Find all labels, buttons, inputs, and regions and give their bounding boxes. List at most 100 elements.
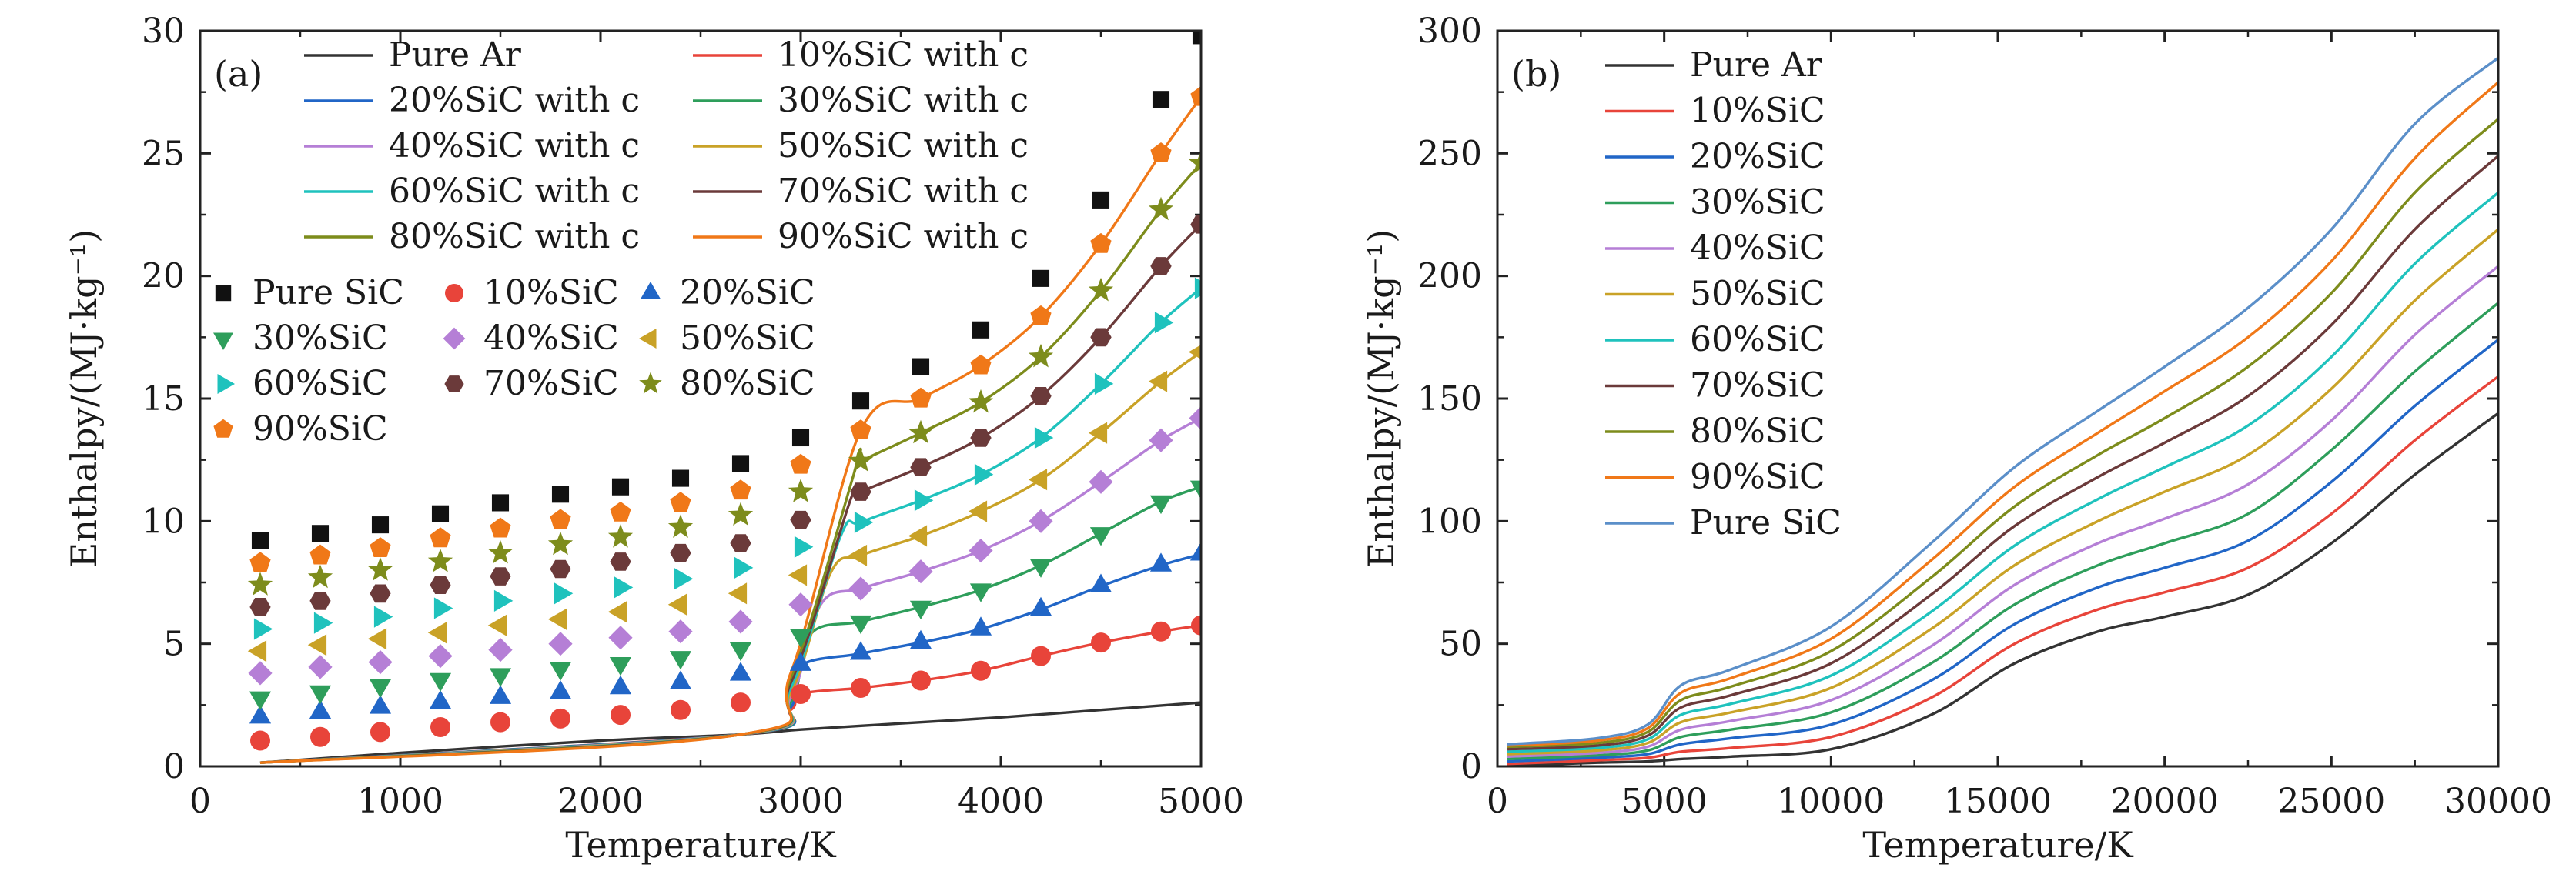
- axes: 0 5000 10000 15000 20000 25000 30000 0 50 100 150 2…: [1360, 12, 2552, 866]
- data-point: [308, 655, 332, 679]
- y-tick-label: 30: [142, 12, 185, 51]
- data-point: [548, 632, 572, 656]
- data-point: [490, 518, 510, 538]
- data-point: [910, 388, 931, 408]
- data-point: [309, 686, 331, 704]
- legend-marker-swatch: [444, 375, 463, 392]
- data-point: [249, 552, 270, 572]
- data-point: [1150, 142, 1171, 162]
- x-tick-label: 2000: [557, 782, 644, 821]
- data-point: [552, 486, 569, 502]
- series-line-70-sic: [1507, 156, 2498, 749]
- data-point: [1029, 509, 1052, 533]
- data-point: [674, 568, 693, 589]
- data-point: [908, 525, 927, 546]
- data-point: [670, 544, 691, 562]
- data-point: [970, 429, 991, 447]
- plot-frame: [1497, 31, 2498, 766]
- data-point: [848, 576, 872, 600]
- data-point: [850, 482, 871, 501]
- data-point: [730, 662, 751, 680]
- data-point: [908, 420, 933, 444]
- data-point: [370, 722, 390, 742]
- data-point: [1153, 91, 1169, 108]
- data-point: [788, 479, 813, 502]
- y-tick-label: 200: [1417, 257, 1482, 296]
- y-tick-label: 300: [1417, 12, 1482, 51]
- data-point: [490, 668, 511, 686]
- legend-label: 40%SiC: [483, 319, 619, 358]
- scatter-series-20-sic: [249, 542, 1212, 723]
- data-point: [254, 619, 273, 640]
- legend-label: 60%SiC with c: [389, 172, 640, 211]
- legend-label: 20%SiC with c: [389, 81, 640, 120]
- data-point: [910, 458, 931, 476]
- legend-label: 50%SiC: [680, 319, 815, 358]
- x-tick-label: 1000: [357, 782, 443, 821]
- legend-label: 80%SiC: [1690, 412, 1825, 451]
- data-point: [248, 572, 273, 596]
- y-tick-label: 25: [142, 134, 185, 173]
- data-point: [912, 359, 929, 375]
- scatter-series-30-sic: [249, 481, 1212, 710]
- legend-label: Pure Ar: [389, 35, 522, 75]
- plot-area: [1507, 58, 2498, 766]
- data-point: [372, 516, 389, 533]
- y-axis-title: Enthalpy/(MJ·kg⁻¹): [63, 229, 105, 568]
- data-point: [1151, 622, 1171, 642]
- data-point: [432, 506, 449, 522]
- scatter-series-10-sic: [250, 616, 1211, 751]
- panel-label: (b): [1511, 53, 1561, 95]
- legend-label: 30%SiC: [253, 319, 388, 358]
- series-line-60-sic-with-c: [260, 289, 1201, 763]
- data-point: [314, 612, 333, 634]
- data-point: [430, 690, 451, 709]
- data-point: [911, 670, 931, 690]
- data-point: [430, 527, 450, 547]
- legend-label: Pure Ar: [1690, 45, 1823, 85]
- data-point: [428, 549, 453, 572]
- legend-marker-swatch: [641, 282, 661, 299]
- series-line-50-sic-with-c: [260, 352, 1201, 763]
- data-point: [492, 494, 509, 511]
- data-point: [554, 582, 573, 604]
- legend-label: 50%SiC with c: [778, 126, 1029, 165]
- data-point: [610, 657, 631, 676]
- legend-label: 30%SiC with c: [778, 81, 1029, 120]
- y-tick-label: 5: [163, 625, 185, 664]
- series-line-20-sic-with-c: [260, 554, 1201, 763]
- data-point: [428, 622, 447, 643]
- legend-label: 10%SiC: [1690, 92, 1825, 131]
- data-point: [490, 712, 510, 733]
- data-point: [252, 532, 269, 549]
- panel-b: 0 5000 10000 15000 20000 25000 30000 0 50 100 150 2…: [1360, 12, 2552, 866]
- data-point: [850, 419, 871, 439]
- legend-label: 70%SiC with c: [778, 172, 1029, 211]
- data-point: [488, 638, 512, 662]
- data-point: [434, 597, 453, 619]
- legend-label: 80%SiC with c: [389, 217, 640, 256]
- y-tick-label: 50: [1439, 625, 1482, 664]
- data-point: [790, 511, 811, 529]
- data-point: [490, 686, 511, 704]
- data-point: [249, 598, 270, 616]
- data-point: [668, 619, 692, 643]
- data-point: [430, 576, 450, 594]
- data-point: [969, 501, 987, 522]
- legend-label: 10%SiC: [483, 273, 619, 312]
- data-point: [550, 662, 571, 680]
- data-point: [250, 731, 270, 751]
- legend-label: 60%SiC: [1690, 320, 1825, 359]
- data-point: [915, 489, 933, 511]
- data-point: [308, 565, 333, 589]
- series-line-pure-sic: [1507, 58, 2498, 744]
- legend-label: 90%SiC with c: [778, 217, 1029, 256]
- data-point: [790, 454, 811, 474]
- data-point: [732, 455, 749, 472]
- legend-label: 90%SiC: [253, 409, 388, 449]
- legend-marker-swatch: [218, 374, 236, 394]
- data-point: [850, 616, 871, 634]
- data-point: [908, 559, 932, 583]
- series-line-10-sic-with-c: [260, 626, 1201, 763]
- data-point: [734, 557, 753, 579]
